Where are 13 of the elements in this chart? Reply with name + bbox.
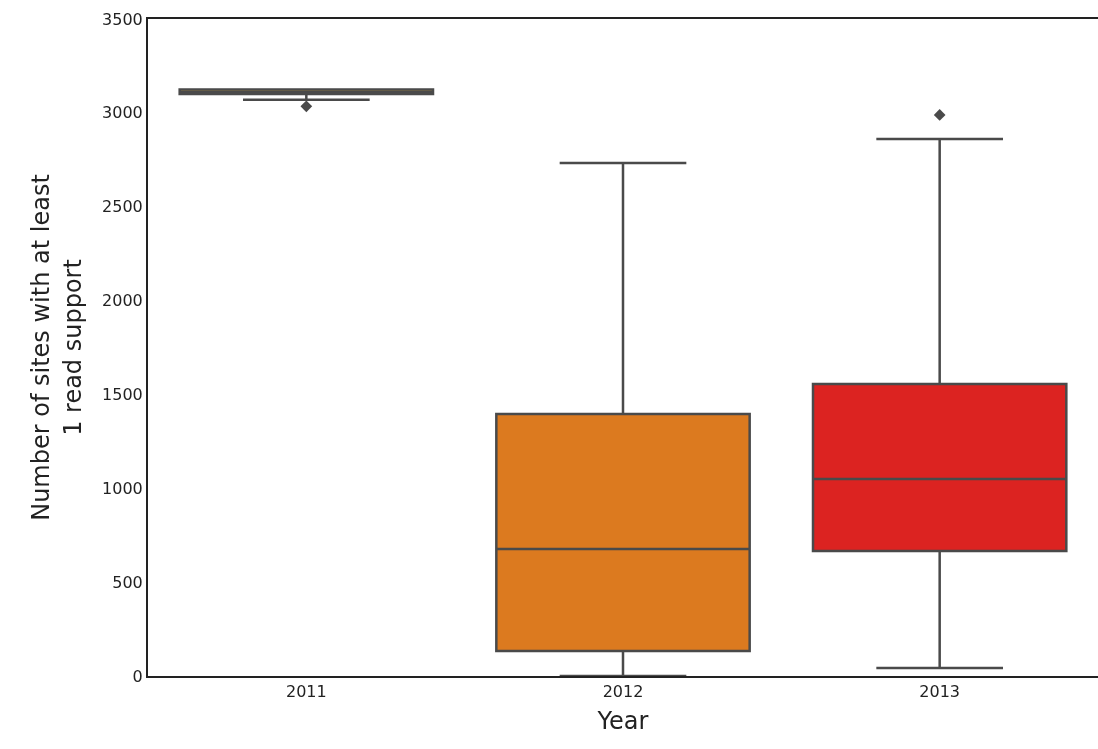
y-tick-label: 1000 xyxy=(102,478,143,498)
y-tick-label: 3500 xyxy=(102,9,143,29)
y-tick-label: 0 xyxy=(132,666,143,686)
y-tick-label: 3000 xyxy=(102,103,143,123)
y-tick-label: 2500 xyxy=(102,197,143,217)
y-tick-label: 2000 xyxy=(102,291,143,311)
x-axis-title: Year xyxy=(596,707,649,735)
x-tick-label: 2012 xyxy=(602,682,644,702)
y-tick-label: 500 xyxy=(112,572,143,592)
y-tick-label: 1500 xyxy=(102,385,143,405)
y-axis-title: Number of sites with at least 1 read support xyxy=(27,174,87,521)
x-tick-label: 2013 xyxy=(919,682,961,702)
x-tick-label: 2011 xyxy=(285,682,327,702)
